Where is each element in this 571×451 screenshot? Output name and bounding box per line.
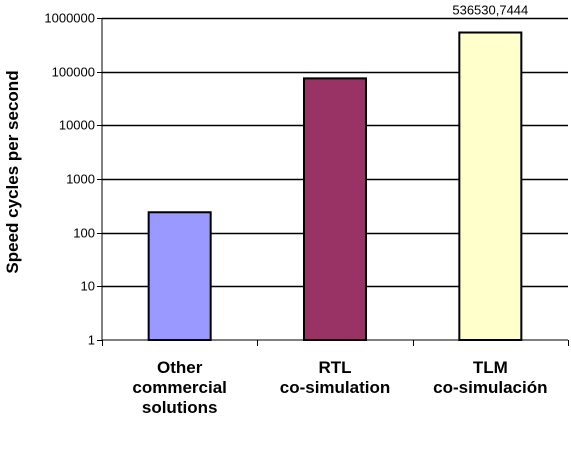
bars <box>147 31 523 342</box>
bar <box>458 31 523 342</box>
y-tick-labels: 1 10 100 1000 10000 100000 1000000 <box>44 11 95 348</box>
x-category-label: TLM co-simulación <box>433 358 547 397</box>
y-tick-label: 10000 <box>59 118 95 133</box>
y-tick-label: 1 <box>88 333 95 348</box>
x-category-label: Other commercial solutions <box>132 358 227 417</box>
category-labels: Other commercial solutions RTL co-simulation… <box>132 358 547 417</box>
x-category-label: RTL co-simulation <box>280 358 391 397</box>
data-labels: 536530,7444 <box>452 3 528 18</box>
y-tick-label: 1000 <box>66 172 95 187</box>
axes <box>97 18 569 346</box>
y-tick-label: 100000 <box>52 65 95 80</box>
y-tick-label: 10 <box>81 279 95 294</box>
bar <box>303 77 367 342</box>
y-tick-label: 100 <box>73 226 95 241</box>
data-label: 536530,7444 <box>452 3 528 18</box>
bar <box>147 211 212 341</box>
y-axis-title: Speed cycles per second <box>3 70 22 273</box>
y-tick-label: 1000000 <box>44 11 95 26</box>
